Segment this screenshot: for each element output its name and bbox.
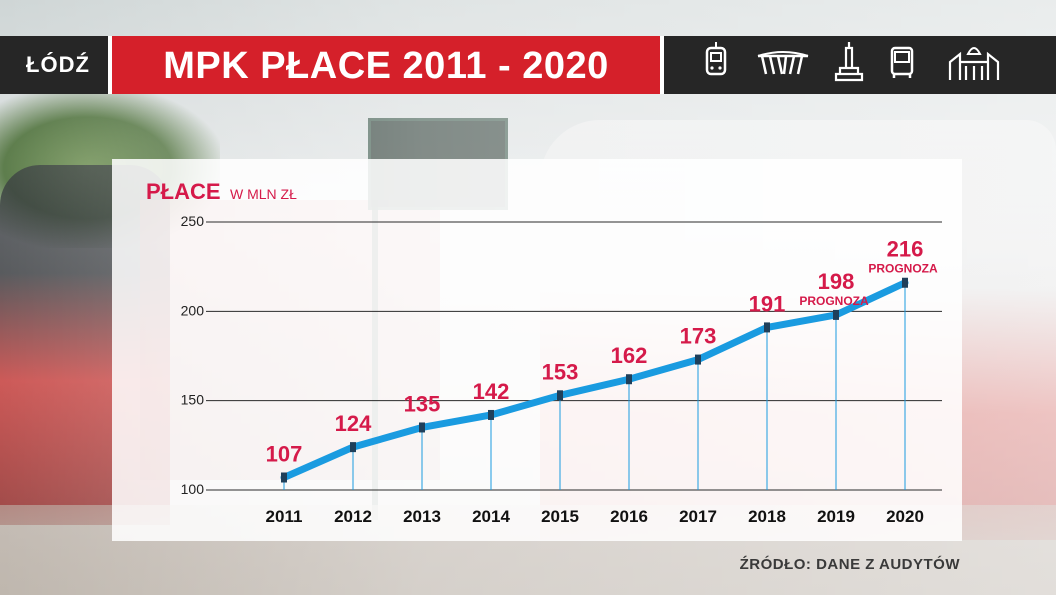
x-tick-label: 2012 bbox=[334, 507, 372, 526]
x-tick-label: 2013 bbox=[403, 507, 441, 526]
y-tick-label: 200 bbox=[181, 302, 205, 318]
data-label: 216 bbox=[887, 237, 924, 262]
data-point bbox=[281, 472, 287, 483]
x-tick-label: 2019 bbox=[817, 507, 855, 526]
data-label: 191 bbox=[749, 291, 786, 316]
monument-icon bbox=[834, 42, 864, 82]
x-tick-label: 2017 bbox=[679, 507, 717, 526]
data-label: 135 bbox=[404, 391, 441, 416]
data-point bbox=[764, 322, 770, 333]
y-tick-label: 250 bbox=[181, 213, 205, 229]
data-point bbox=[488, 409, 494, 420]
title-box: MPK PŁACE 2011 - 2020 bbox=[108, 36, 664, 94]
data-point bbox=[626, 374, 632, 385]
forecast-annotation: PROGNOZA bbox=[799, 294, 869, 308]
tram-icon bbox=[705, 42, 727, 76]
x-tick-label: 2016 bbox=[610, 507, 648, 526]
x-tick-label: 2015 bbox=[541, 507, 579, 526]
data-point bbox=[350, 442, 356, 453]
y-tick-label: 150 bbox=[181, 392, 205, 408]
chart-panel: 100 150 200 250 107 124 135 142 153 162 173 191 198… bbox=[112, 159, 962, 541]
x-tick-label: 2011 bbox=[266, 507, 303, 526]
header-icons bbox=[690, 40, 1030, 90]
data-label: 153 bbox=[542, 359, 579, 384]
data-point bbox=[833, 309, 839, 320]
source-note: ŹRÓDŁO: DANE Z AUDYTÓW bbox=[739, 556, 960, 573]
data-label: 124 bbox=[335, 411, 372, 436]
bus-icon bbox=[890, 46, 914, 78]
data-label: 162 bbox=[611, 343, 648, 368]
data-point bbox=[557, 390, 563, 401]
data-label: 198 bbox=[818, 269, 855, 294]
line-chart: 100 150 200 250 107 124 135 142 153 162 173 191 198… bbox=[146, 179, 942, 526]
x-tick-label: 2020 bbox=[886, 507, 924, 526]
page-title: MPK PŁACE 2011 - 2020 bbox=[163, 45, 609, 87]
forecast-annotation: PROGNOZA bbox=[868, 262, 938, 276]
series-line bbox=[280, 279, 909, 481]
data-point bbox=[419, 422, 425, 433]
factory-icon bbox=[757, 51, 809, 75]
chart-title: PŁACE bbox=[146, 179, 221, 204]
data-label: 107 bbox=[266, 441, 303, 466]
x-tick-label: 2014 bbox=[472, 507, 510, 526]
chart-unit-label: W MLN ZŁ bbox=[230, 186, 297, 202]
building-icon bbox=[948, 47, 1000, 80]
data-label: 173 bbox=[680, 324, 717, 349]
data-label: 142 bbox=[473, 379, 510, 404]
data-point bbox=[902, 277, 908, 288]
x-tick-label: 2018 bbox=[748, 507, 786, 526]
city-logo: ŁÓDŹ bbox=[26, 52, 90, 77]
y-tick-label: 100 bbox=[181, 481, 205, 497]
data-point bbox=[695, 354, 701, 365]
